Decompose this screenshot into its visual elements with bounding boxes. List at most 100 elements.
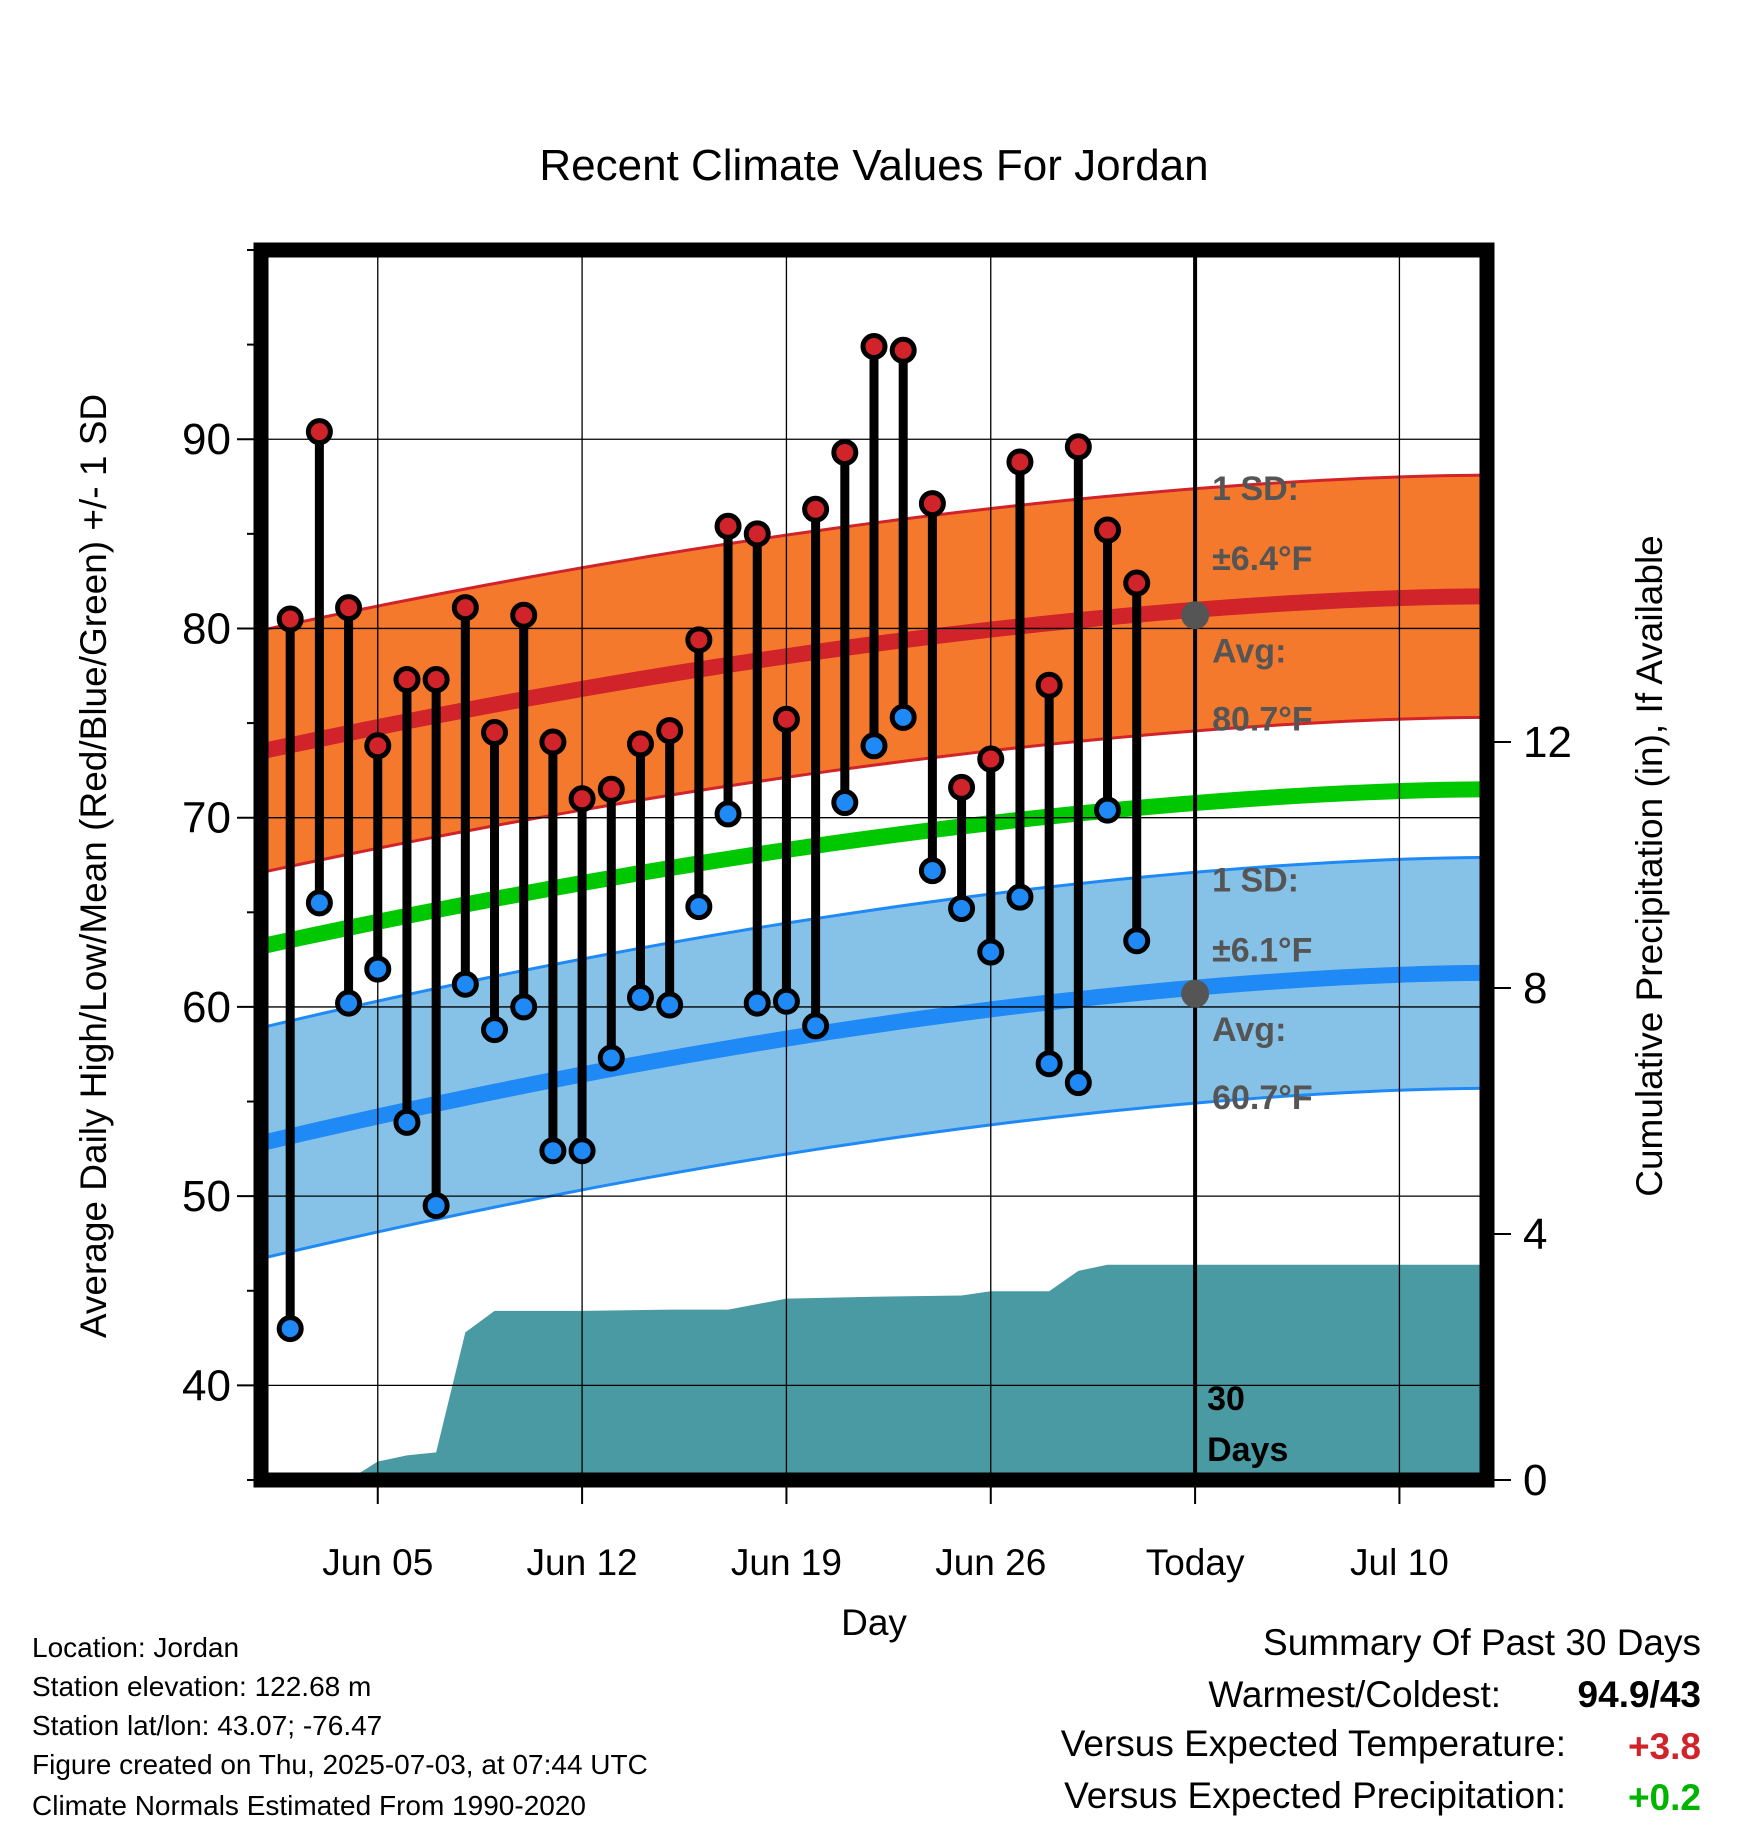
daily-high-point: [1035, 671, 1063, 699]
daily-low-point: [1123, 927, 1151, 955]
daily-high-point: [1064, 433, 1092, 461]
daily-low-point: [451, 970, 479, 998]
precip-vs-expected-label: Versus Expected Precipitation:: [1064, 1775, 1566, 1816]
high-avg-value: 80.7°F: [1212, 701, 1313, 739]
plot-frame: [253, 242, 1495, 1488]
chart-title: Recent Climate Values For Jordan: [539, 141, 1208, 190]
summary-title: Summary Of Past 30 Days: [1263, 1622, 1701, 1663]
daily-high-point: [305, 418, 333, 446]
daily-high-point: [626, 730, 654, 758]
x-tick-label: Jun 26: [935, 1542, 1046, 1583]
daily-low-point: [393, 1108, 421, 1136]
precip-vs-expected-value: +0.2: [1627, 1777, 1701, 1818]
daily-low-point: [685, 893, 713, 921]
warmest-coldest-label: Warmest/Coldest:: [1208, 1674, 1501, 1715]
daily-high-point: [714, 512, 742, 540]
daily-high-point: [568, 785, 596, 813]
daily-high-point: [422, 666, 450, 694]
today-label-days: Days: [1207, 1431, 1288, 1469]
daily-high-point: [743, 520, 771, 548]
daily-low-point: [1094, 796, 1122, 824]
y-tick-label-left: 60: [182, 983, 231, 1032]
daily-high-point: [1006, 448, 1034, 476]
daily-high-point: [276, 605, 304, 633]
high-avg-label: Avg:: [1212, 633, 1286, 671]
y-axis-label-left: Average Daily High/Low/Mean (Red/Blue/Gr…: [73, 394, 114, 1338]
location-text: Location: Jordan: [32, 1632, 240, 1663]
daily-high-point: [772, 705, 800, 733]
daily-low-point: [1035, 1050, 1063, 1078]
today-label-30: 30: [1207, 1380, 1245, 1418]
daily-high-point: [889, 336, 917, 364]
daily-high-point: [597, 775, 625, 803]
temp-vs-expected-value: +3.8: [1627, 1726, 1701, 1767]
daily-high-point: [685, 626, 713, 654]
daily-high-point: [335, 594, 363, 622]
normal-low-line: [261, 964, 1487, 1151]
daily-high-point: [656, 717, 684, 745]
daily-low-point: [860, 732, 888, 760]
x-axis-label: Day: [841, 1602, 907, 1643]
daily-high-point: [364, 732, 392, 760]
temp-vs-expected-label: Versus Expected Temperature:: [1060, 1723, 1566, 1764]
x-tick-label: Jun 12: [527, 1542, 638, 1583]
daily-high-point: [481, 719, 509, 747]
daily-high-point: [451, 594, 479, 622]
daily-high-point: [948, 773, 976, 801]
low-sd-label: 1 SD:: [1212, 861, 1299, 899]
daily-low-point: [422, 1192, 450, 1220]
plot-area: 1 SD: ±6.4°F Avg: 80.7°F 1 SD: ±6.1°F Avg: 60.7…: [182, 242, 1572, 1583]
daily-low-point: [539, 1137, 567, 1165]
low-sd-band: [261, 855, 1487, 1261]
y-axis-label-right: Cumulative Precipitation (in), If Availa…: [1629, 535, 1670, 1197]
daily-high-point: [393, 666, 421, 694]
daily-high-point: [1094, 516, 1122, 544]
daily-low-point: [714, 800, 742, 828]
daily-high-point: [918, 490, 946, 518]
daily-low-point: [802, 1012, 830, 1040]
elevation-text: Station elevation: 122.68 m: [32, 1671, 372, 1702]
daily-low-point: [948, 895, 976, 923]
latlon-text: Station lat/lon: 43.07; -76.47: [32, 1710, 383, 1741]
low-avg-label: Avg:: [1212, 1011, 1286, 1049]
daily-low-point: [626, 983, 654, 1011]
daily-high-point: [860, 333, 888, 361]
y-tick-label-right: 4: [1523, 1210, 1547, 1259]
x-tick-label: Jul 10: [1350, 1542, 1449, 1583]
daily-low-point: [772, 987, 800, 1015]
y-tick-label-left: 40: [182, 1361, 231, 1410]
y-tick-label-right: 8: [1523, 964, 1547, 1013]
y-tick-label-right: 0: [1523, 1456, 1547, 1505]
daily-low-point: [1006, 883, 1034, 911]
daily-low-point: [1064, 1069, 1092, 1097]
y-tick-label-left: 50: [182, 1172, 231, 1221]
daily-low-point: [597, 1044, 625, 1072]
daily-low-point: [364, 955, 392, 983]
y-tick-label-left: 80: [182, 604, 231, 653]
low-sd-value: ±6.1°F: [1212, 932, 1312, 970]
normals-text: Climate Normals Estimated From 1990-2020: [32, 1790, 586, 1821]
daily-high-point: [831, 438, 859, 466]
daily-low-point: [510, 993, 538, 1021]
high-avg-point: [1181, 601, 1210, 630]
daily-high-point: [539, 728, 567, 756]
daily-low-point: [481, 1016, 509, 1044]
warmest-coldest-value: 94.9/43: [1577, 1674, 1701, 1715]
axes: 40 50 60 70 80 90 0 4 8 12 Jun 05 Jun 12 Jun 19 Jun 2…: [182, 249, 1572, 1583]
daily-high-point: [802, 495, 830, 523]
x-tick-label: Jun 19: [731, 1542, 842, 1583]
daily-low-point: [276, 1315, 304, 1343]
daily-high-point: [977, 745, 1005, 773]
daily-low-point: [918, 857, 946, 885]
daily-low-point: [743, 989, 771, 1017]
daily-low-point: [656, 991, 684, 1019]
x-tick-label: Jun 05: [322, 1542, 433, 1583]
high-sd-value: ±6.4°F: [1212, 540, 1312, 578]
y-tick-label-left: 70: [182, 794, 231, 843]
y-tick-label-left: 90: [182, 415, 231, 464]
x-tick-label: Today: [1146, 1542, 1245, 1583]
daily-high-point: [1123, 569, 1151, 597]
y-tick-label-right: 12: [1523, 718, 1572, 767]
high-sd-label: 1 SD:: [1212, 470, 1299, 508]
